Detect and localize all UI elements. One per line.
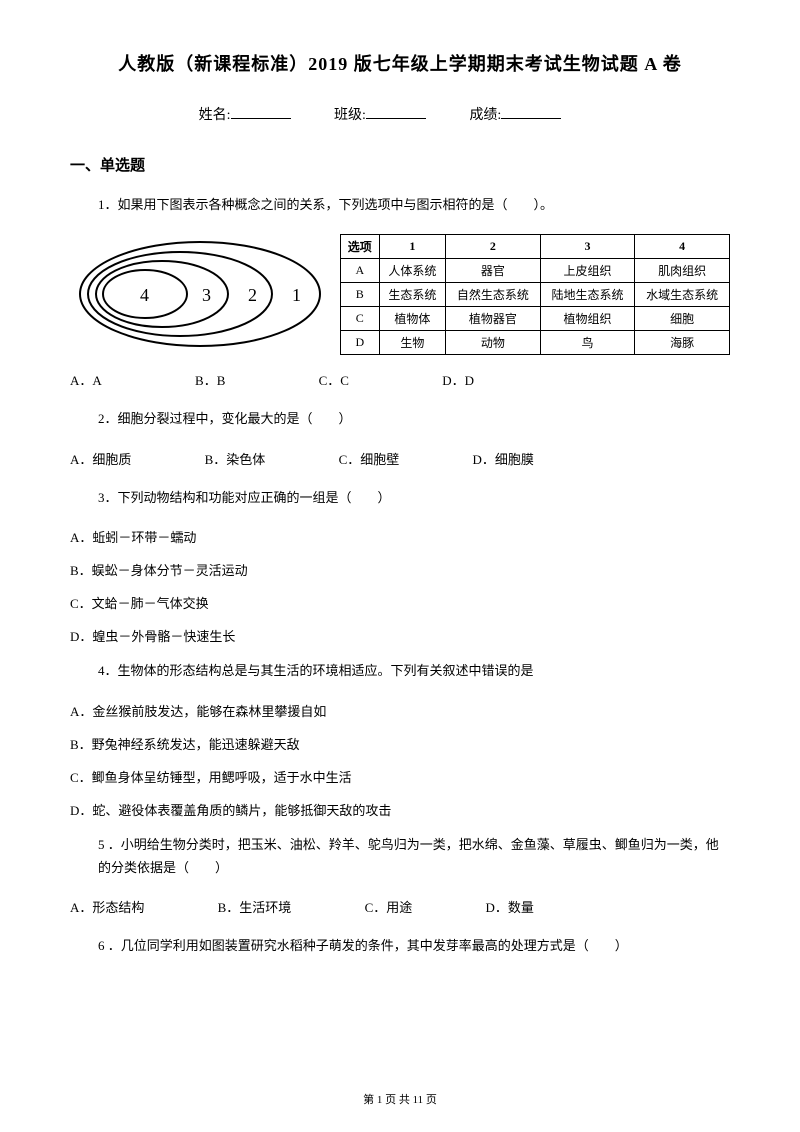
q3-option-d: D．蝗虫－外骨骼－快速生长: [70, 626, 730, 645]
th: 3: [540, 235, 635, 259]
choice: A．A: [70, 370, 102, 389]
td: 生态系统: [379, 283, 446, 307]
q3-option-a: A．蚯蚓－环带－蠕动: [70, 527, 730, 546]
td: 细胞: [635, 307, 730, 331]
td: 植物组织: [540, 307, 635, 331]
td: 生物: [379, 331, 446, 355]
td: D: [341, 331, 380, 355]
td: 动物: [446, 331, 541, 355]
choice: A．形态结构: [70, 897, 144, 916]
td: 器官: [446, 259, 541, 283]
section-header: 一、单选题: [70, 154, 730, 175]
class-label: 班级:: [334, 108, 366, 123]
td: 植物体: [379, 307, 446, 331]
choice: C．细胞壁: [339, 449, 400, 468]
choice: D．细胞膜: [472, 449, 533, 468]
q3-option-c: C．文蛤－肺－气体交换: [70, 593, 730, 612]
class-blank: [366, 118, 426, 119]
choice: B．染色体: [205, 449, 266, 468]
q4-option-d: D．蛇、避役体表覆盖角质的鳞片，能够抵御天敌的攻击: [70, 800, 730, 819]
q5-choices: A．形态结构 B．生活环境 C．用途 D．数量: [70, 897, 730, 916]
td: 上皮组织: [540, 259, 635, 283]
score-blank: [501, 118, 561, 119]
q4-option-c: C．鲫鱼身体呈纺锤型，用鳃呼吸，适于水中生活: [70, 767, 730, 786]
th: 选项: [341, 235, 380, 259]
td: B: [341, 283, 380, 307]
choice: B．生活环境: [218, 897, 292, 916]
th: 4: [635, 235, 730, 259]
ellipse-num-1: 1: [292, 285, 301, 305]
page-footer: 第 1 页 共 11 页: [0, 1091, 800, 1107]
name-label: 姓名:: [199, 108, 231, 123]
ellipse-num-3: 3: [202, 285, 211, 305]
choice: D．数量: [485, 897, 533, 916]
q4-option-a: A．金丝猴前肢发达，能够在森林里攀援自如: [70, 701, 730, 720]
q1-choices: A．A B．B C．C D．D: [70, 370, 730, 389]
th: 2: [446, 235, 541, 259]
name-blank: [231, 118, 291, 119]
td: 自然生态系统: [446, 283, 541, 307]
choice: D．D: [442, 370, 474, 389]
score-label: 成绩:: [469, 108, 501, 123]
td: A: [341, 259, 380, 283]
choice: A．细胞质: [70, 449, 131, 468]
question-6: 6 ．几位同学利用如图装置研究水稻种子萌发的条件，其中发芽率最高的处理方式是（ …: [70, 934, 730, 957]
student-info: 姓名: 班级: 成绩:: [70, 104, 730, 124]
td: 人体系统: [379, 259, 446, 283]
question-2: 2．细胞分裂过程中，变化最大的是（ ）: [70, 407, 730, 430]
td: 水域生态系统: [635, 283, 730, 307]
choice: B．B: [195, 370, 225, 389]
ellipse-num-4: 4: [140, 285, 149, 305]
question-3: 3．下列动物结构和功能对应正确的一组是（ ）: [70, 486, 730, 509]
choice: C．用途: [365, 897, 413, 916]
q3-option-b: B．蜈蚣－身体分节－灵活运动: [70, 560, 730, 579]
page-title: 人教版（新课程标准）2019 版七年级上学期期末考试生物试题 A 卷: [70, 50, 730, 76]
q1-option-table: 选项 1 2 3 4 A 人体系统 器官 上皮组织 肌肉组织 B 生态系统 自然…: [340, 234, 730, 355]
ellipse-diagram: 4 3 2 1: [70, 234, 330, 354]
ellipse-num-2: 2: [248, 285, 257, 305]
td: 陆地生态系统: [540, 283, 635, 307]
td: 海豚: [635, 331, 730, 355]
td: 肌肉组织: [635, 259, 730, 283]
q2-choices: A．细胞质 B．染色体 C．细胞壁 D．细胞膜: [70, 449, 730, 468]
question-1: 1．如果用下图表示各种概念之间的关系，下列选项中与图示相符的是（ ）。: [70, 193, 730, 216]
question-5: 5 ．小明给生物分类时，把玉米、油松、羚羊、鸵鸟归为一类，把水绵、金鱼藻、草履虫…: [70, 833, 730, 880]
th: 1: [379, 235, 446, 259]
td: 植物器官: [446, 307, 541, 331]
td: C: [341, 307, 380, 331]
question-4: 4．生物体的形态结构总是与其生活的环境相适应。下列有关叙述中错误的是: [70, 659, 730, 682]
choice: C．C: [319, 370, 349, 389]
q1-figure-row: 4 3 2 1 选项 1 2 3 4 A 人体系统 器官 上皮组织 肌肉组织 B…: [70, 234, 730, 355]
td: 鸟: [540, 331, 635, 355]
q4-option-b: B．野兔神经系统发达，能迅速躲避天敌: [70, 734, 730, 753]
